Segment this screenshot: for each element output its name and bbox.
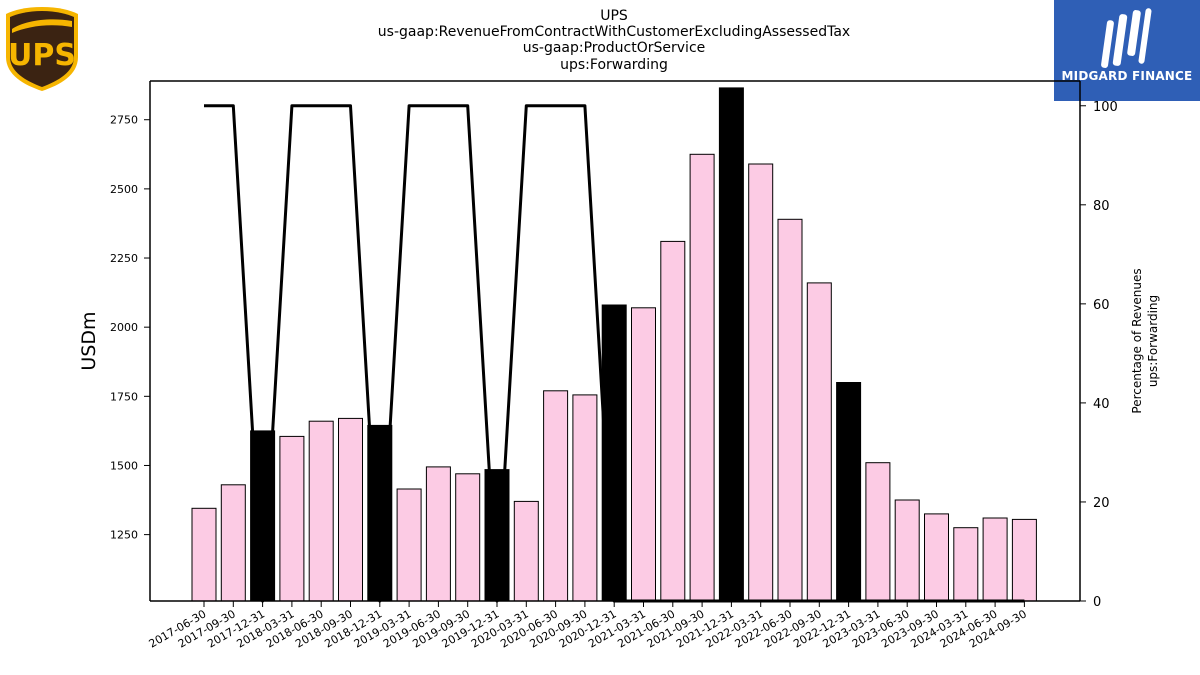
ups-logo-text: UPS [8,38,76,73]
bar-2020-06-30 [543,390,569,602]
bar-2018-06-30 [308,420,334,602]
bar-2020-12-31 [601,304,627,602]
bar-2021-09-30 [689,153,715,602]
y2-tick-label-80: 80 [1093,199,1110,214]
chart-title-line-2: us-gaap:RevenueFromContractWithCustomerE… [377,24,851,40]
ups-logo: UPS [4,5,80,97]
y2-tick-label-20: 20 [1093,496,1110,511]
y-axis-label: USDm [78,311,100,370]
bar-2021-12-31 [718,87,744,602]
bar-2018-03-31 [279,435,305,602]
y-tick-label-2750: 2750 [110,114,138,127]
bar-2022-03-31 [748,163,774,602]
bar-2022-06-30 [777,218,803,602]
bar-2019-06-30 [425,466,451,602]
bar-2023-06-30 [894,499,920,602]
y-tick-label-2000: 2000 [110,321,138,334]
bar-2023-09-30 [924,513,949,602]
bar-2018-09-30 [338,417,363,602]
y-tick-label-2500: 2500 [110,183,138,196]
bar-2024-09-30 [1011,518,1037,602]
y2-tick-label-60: 60 [1093,298,1110,313]
bar-2024-06-30 [982,517,1008,602]
y-tick-label-1750: 1750 [110,390,138,403]
bar-2024-03-31 [953,527,979,602]
bar-2020-03-31 [513,500,539,602]
bar-2021-06-30 [660,240,686,602]
bar-2021-03-31 [631,307,656,602]
bar-2023-03-31 [865,462,891,602]
y-tick-label-1500: 1500 [110,459,138,472]
chart-title-line-1: UPS [600,8,628,24]
y2-axis-label-line-2: ups:Forwarding [1146,295,1160,387]
bar-2022-12-31 [836,382,862,602]
bar-2022-09-30 [806,282,832,602]
midgard-finance-logo: MIDGARD FINANCE [1054,0,1200,101]
y-tick-label-1250: 1250 [110,529,138,542]
y2-axis-label-line-1: Percentage of Revenues [1130,268,1144,413]
y2-tick-label-40: 40 [1093,397,1110,412]
y2-tick-label-0: 0 [1093,595,1101,610]
bar-2019-03-31 [396,488,422,602]
y-tick-label-2250: 2250 [110,252,138,265]
bar-2019-09-30 [455,473,481,602]
y2-tick-label-100: 100 [1093,100,1118,115]
bar-2017-09-30 [220,484,246,602]
bar-2017-06-30 [191,507,217,602]
chart-title-line-4: ups:Forwarding [560,57,668,73]
chart-title-line-3: us-gaap:ProductOrService [522,40,706,56]
bar-2020-09-30 [572,394,598,602]
midgard-finance-text: MIDGARD FINANCE [1061,69,1193,83]
